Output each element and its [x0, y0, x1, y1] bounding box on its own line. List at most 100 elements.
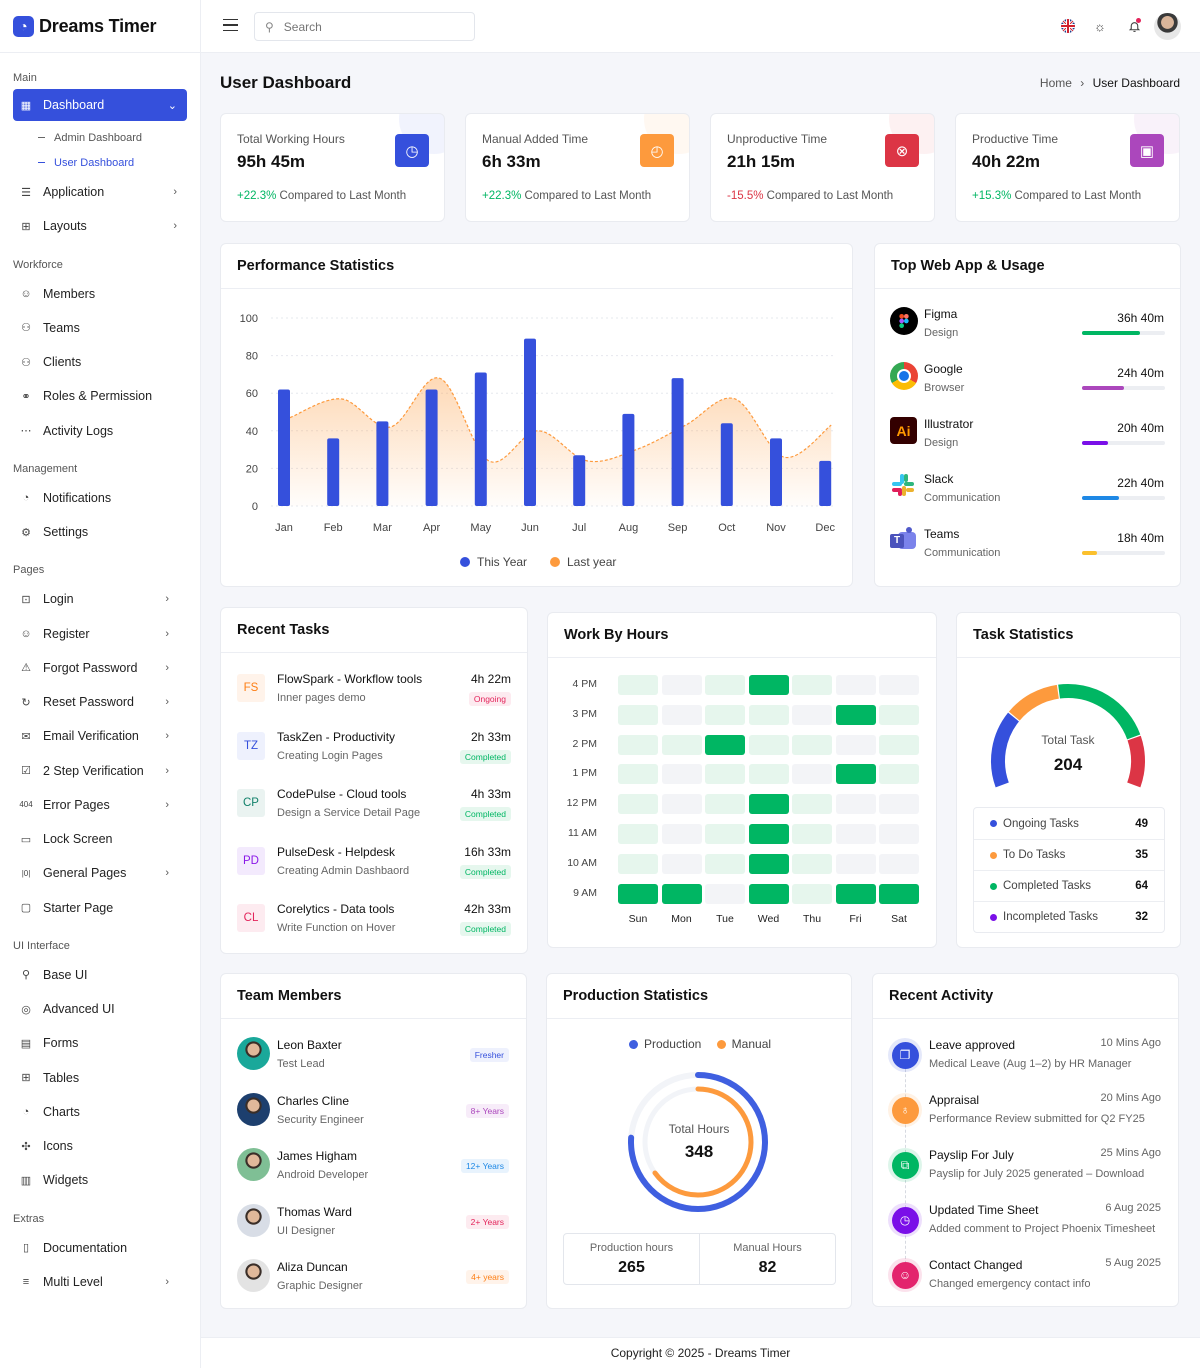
task-legend-value: 49	[1135, 817, 1148, 830]
submenu: Admin Dashboard User Dashboard	[13, 125, 187, 175]
sidebar-item-teams[interactable]: ⚇ Teams	[13, 311, 187, 345]
nav-section-label: Pages	[13, 564, 45, 577]
sidebar-item-layouts[interactable]: ⊞ Layouts ›	[13, 209, 187, 243]
heatmap-cell	[661, 675, 702, 695]
sidebar-item-multi-level[interactable]: ≡ Multi Level ›	[13, 1265, 187, 1299]
sidebar-item-notifications[interactable]: ◔ Notifications	[13, 481, 187, 515]
hour-label: 4 PM	[572, 678, 597, 690]
heatmap-cell	[835, 734, 876, 755]
sidebar-item-lock-screen[interactable]: ▭ Lock Screen	[13, 822, 187, 856]
y-tick-label: 40	[246, 426, 258, 438]
activity-desc: Changed emergency contact info	[929, 1278, 1091, 1290]
sidebar-item-error-pages[interactable]: 404 Error Pages ›	[13, 788, 187, 822]
x-tick-label: Oct	[718, 522, 735, 534]
team-member-row[interactable]: Leon Baxter Test Lead Fresher	[221, 1037, 526, 1077]
team-member-row[interactable]: James Higham Android Developer 12+ Years	[221, 1148, 526, 1188]
documents-icon: ❐	[888, 1038, 922, 1072]
heatmap-cell	[879, 883, 919, 904]
sidebar-item-forms[interactable]: ▤ Forms	[13, 1026, 187, 1060]
heatmap-cell	[879, 704, 919, 725]
sidebar-item-widgets[interactable]: ▥ Widgets	[13, 1163, 187, 1197]
heatmap-cell	[792, 764, 832, 785]
sidebar-item-roles-permission[interactable]: ⚭ Roles & Permission	[13, 379, 187, 413]
sidebar-item-settings[interactable]: ⚙ Settings	[13, 515, 187, 549]
y-tick-label: 0	[252, 501, 258, 513]
task-desc: Design a Service Detail Page	[277, 807, 421, 819]
task-row[interactable]: FS FlowSpark - Workflow tools Inner page…	[221, 671, 527, 711]
sidebar-item-login[interactable]: ⊡ Login ›	[13, 582, 187, 616]
sidebar-item-application[interactable]: ☰ Application ›	[13, 175, 187, 209]
sidebar-item-clients[interactable]: ⚇ Clients	[13, 345, 187, 379]
sidebar-item-label: Base UI	[43, 967, 88, 982]
sidebar-item-dashboard[interactable]: ▦ Dashboard ⌄	[13, 89, 187, 121]
sidebar-item-activity-logs[interactable]: ⋯ Activity Logs	[13, 414, 187, 448]
task-time: 4h 33m	[470, 787, 511, 801]
chevron-right-icon: ›	[165, 661, 169, 674]
task-row[interactable]: TZ TaskZen - Productivity Creating Login…	[221, 729, 527, 769]
tables-icon: ⊞	[21, 1072, 31, 1085]
sidebar-item-forgot-password[interactable]: ⚠ Forgot Password ›	[13, 651, 187, 685]
search-box[interactable]: ⚲	[254, 12, 475, 41]
language-flag-icon[interactable]	[1059, 17, 1077, 35]
x-tick-label: Feb	[324, 522, 343, 534]
heatmap-cell	[661, 734, 702, 755]
chevron-right-icon: ›	[165, 1275, 169, 1288]
sidebar-item-documentation[interactable]: ▯ Documentation	[13, 1231, 187, 1265]
activity-icon: ⋯	[20, 425, 32, 438]
sidebar-item-label: Dashboard	[43, 98, 105, 112]
sidebar-item-icons[interactable]: ✣ Icons	[13, 1129, 187, 1163]
team-member-row[interactable]: Charles Cline Security Engineer 8+ Years	[221, 1092, 526, 1133]
gauge-total-label: Total Task	[1041, 733, 1095, 747]
widgets-icon: ▥	[20, 1174, 32, 1187]
manual-arc	[642, 1086, 754, 1198]
activity-row: ◷ Updated Time Sheet Added comment to Pr…	[873, 1202, 1178, 1246]
sidebar-item-tables[interactable]: ⊞ Tables	[13, 1061, 187, 1095]
task-row[interactable]: CP CodePulse - Cloud tools Design a Serv…	[221, 786, 527, 826]
heatmap-cell	[748, 675, 789, 695]
search-input[interactable]	[281, 18, 452, 35]
heatmap-cell	[661, 794, 702, 815]
heatmap-cell	[879, 853, 919, 874]
brand-logo[interactable]: ◔ Dreams Timer	[0, 0, 200, 53]
starter-icon: ▢	[20, 902, 32, 915]
sidebar-item-charts[interactable]: ◔ Charts	[13, 1095, 187, 1129]
gauge-segment-to-do-tasks	[1008, 684, 1060, 721]
menu-toggle-icon[interactable]	[223, 19, 238, 31]
sidebar-item-base-ui[interactable]: ⚲ Base UI	[13, 958, 187, 992]
task-name: TaskZen - Productivity	[277, 729, 396, 744]
notification-bell-icon[interactable]	[1125, 17, 1143, 35]
heatmap-cell	[748, 764, 789, 785]
sidebar-item-2-step-verification[interactable]: ☑ 2 Step Verification ›	[13, 754, 187, 788]
breadcrumb-home[interactable]: Home	[1039, 76, 1072, 90]
sidebar-item-general-pages[interactable]: |0| General Pages ›	[13, 856, 187, 890]
production-hours-box: Production hours 265	[564, 1234, 700, 1284]
heatmap-cell	[748, 824, 789, 844]
sidebar-item-register[interactable]: ☺ Register ›	[13, 617, 187, 651]
sidebar-item-advanced-ui[interactable]: ◎ Advanced UI	[13, 992, 187, 1026]
task-row[interactable]: CL Corelytics - Data tools Write Functio…	[221, 901, 527, 941]
sidebar-item-reset-password[interactable]: ↻ Reset Password ›	[13, 685, 187, 719]
bar-this-year-may	[474, 372, 487, 506]
sidebar-subitem-user-dashboard[interactable]: User Dashboard	[13, 150, 187, 175]
experience-badge: 4+ years	[466, 1270, 509, 1284]
sidebar-item-members[interactable]: ☺ Members	[13, 277, 187, 311]
notifications-icon: ◔	[22, 491, 30, 504]
payslip-icon: ⧉	[888, 1148, 922, 1182]
task-row[interactable]: PD PulseDesk - Helpdesk Creating Admin D…	[221, 844, 527, 884]
activity-row: ❐ Leave approved Medical Leave (Aug 1–2)…	[873, 1037, 1178, 1081]
legend-dot	[990, 851, 997, 859]
sidebar-subitem-admin-dashboard[interactable]: Admin Dashboard	[13, 125, 187, 150]
activity-desc: Performance Review submitted for Q2 FY25	[929, 1113, 1145, 1125]
recent-activity-card: Recent Activity ❐ Leave approved Medical…	[872, 973, 1179, 1307]
heatmap-cell	[792, 853, 832, 874]
user-avatar[interactable]	[1154, 13, 1181, 40]
teams-icon: ⚇	[21, 322, 31, 335]
y-tick-label: 20	[246, 463, 258, 475]
team-member-row[interactable]: Thomas Ward UI Designer 2+ Years	[221, 1203, 526, 1244]
theme-sun-icon[interactable]: ☼	[1094, 18, 1106, 34]
sidebar-item-email-verification[interactable]: ✉ Email Verification ›	[13, 719, 187, 753]
app-usage-progress	[1082, 551, 1165, 555]
chevron-right-icon: ›	[165, 764, 169, 777]
sidebar-item-starter-page[interactable]: ▢ Starter Page	[13, 891, 187, 925]
team-member-row[interactable]: Aliza Duncan Graphic Designer 4+ years	[221, 1259, 526, 1299]
